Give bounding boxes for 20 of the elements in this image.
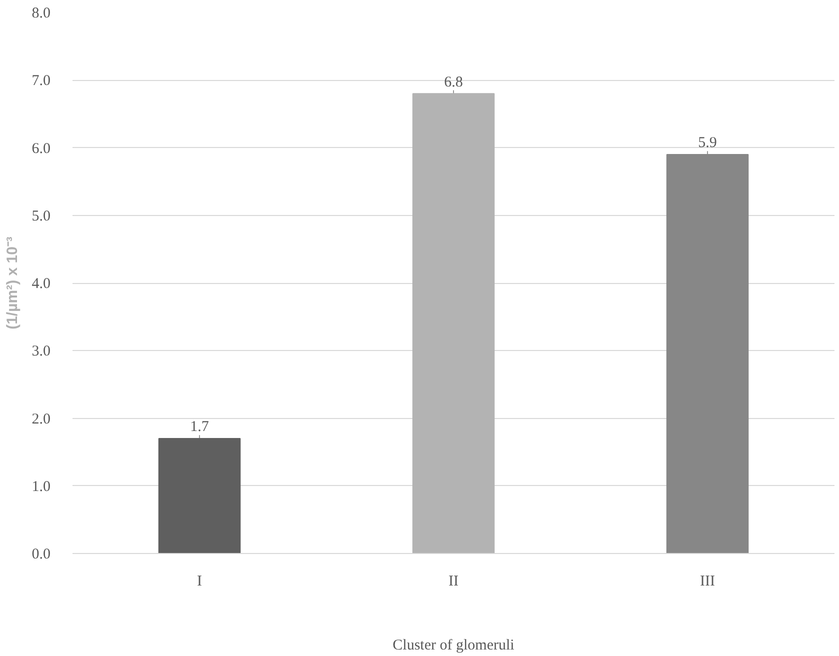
data-label: 1.7 <box>190 419 210 436</box>
bar <box>158 438 241 554</box>
y-tick-label: 8.0 <box>32 6 50 22</box>
x-tick-label: II <box>448 574 459 590</box>
y-axis-title: (1/µm²) x 10⁻³ <box>4 236 21 330</box>
y-tick-label: 3.0 <box>32 344 50 360</box>
x-tick-label: III <box>700 574 716 590</box>
data-label: 5.9 <box>698 135 717 152</box>
data-label: 6.8 <box>444 74 463 90</box>
y-tick-label: 5.0 <box>32 208 50 224</box>
y-tick-label: 2.0 <box>32 411 50 428</box>
x-axis-title: Cluster of glomeruli <box>392 638 514 654</box>
bar <box>666 154 749 554</box>
y-tick-label: 1.0 <box>32 478 50 495</box>
bar <box>412 93 495 554</box>
x-tick-label: I <box>197 574 202 590</box>
y-tick-label: 0.0 <box>32 546 50 562</box>
y-tick-label: 6.0 <box>32 140 50 157</box>
y-tick-label: 4.0 <box>32 276 50 292</box>
y-tick-label: 7.0 <box>32 73 50 90</box>
